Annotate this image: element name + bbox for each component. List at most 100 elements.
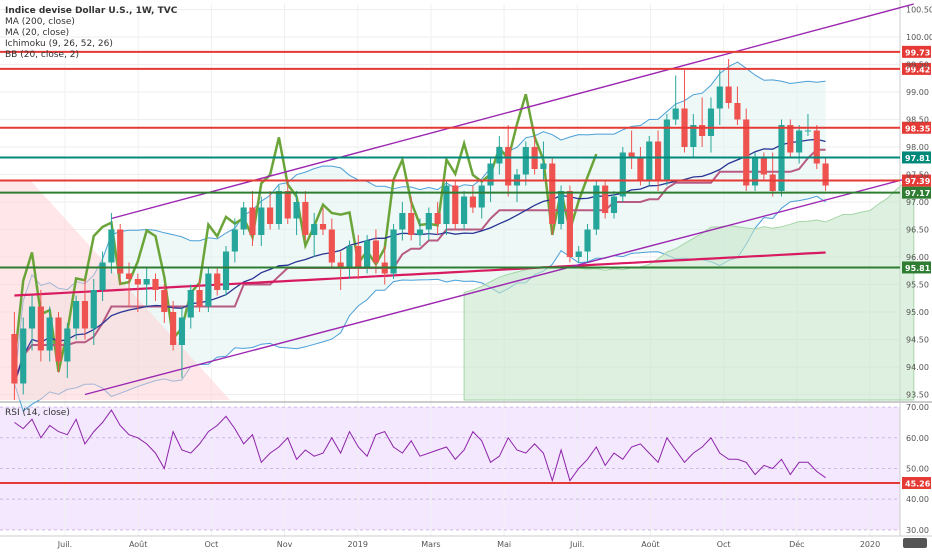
y-tick-label: 100.50 [906,6,932,15]
candle-body [751,158,759,186]
rsi-line [14,409,826,483]
candle-body [804,130,812,132]
y-tick-label: 95.50 [906,281,929,290]
y-tick-label: 95.00 [906,308,929,317]
y-tick-label: 99.00 [906,88,929,97]
y-tick-label: 98.00 [906,143,929,152]
candle-body [540,163,547,169]
candle-body [469,196,476,208]
trend-line-2 [84,173,923,396]
candle-body [593,185,600,230]
candle-body [549,163,556,224]
candle-body [646,141,653,180]
candle-body [663,119,670,180]
legend-title: Indice devise Dollar U.S., 1W, TVC [5,6,178,16]
y-tick-label: 98.50 [906,116,929,125]
candle-body [575,251,582,257]
rsi-tick-label: 50.00 [906,464,929,473]
candle-body [346,246,353,268]
candle-body [222,251,230,290]
level-label: 99.73 [905,48,930,57]
level-label: 97.81 [905,154,931,163]
candle-body [787,125,794,153]
candle-body [487,163,494,186]
x-tick-label: Nov [277,540,293,549]
level-label-bg [902,45,931,58]
x-tick-label: Août [129,540,147,549]
trend-line-1 [111,3,914,220]
x-tick-label: Juil. [569,540,584,549]
candle-body [99,262,106,290]
level-label: 97.17 [905,189,930,198]
candle-body [134,279,141,285]
candle-body [796,130,803,153]
candle-body [416,229,424,235]
y-tick-label: 100.00 [906,33,932,42]
candle-body [461,196,468,224]
x-tick-label: Mars [421,540,440,549]
rsi-level-label: 45.26 [905,480,931,489]
x-tick-label: Oct [717,540,731,549]
candle-body [699,125,706,136]
level-label: 95.81 [905,264,931,273]
level-label-bg [902,186,931,199]
candle-body [654,141,662,180]
candle-body [628,152,635,158]
candle-body [434,213,441,224]
candle-body [178,317,186,345]
y-tick-label: 99.50 [906,61,929,70]
y-tick-label: 93.50 [906,391,929,400]
candle-body [443,185,450,224]
candle-body [690,125,697,147]
legend-item-ma20: MA (20, close) [5,28,70,38]
candle-body [399,213,406,230]
candle-body [584,229,591,252]
candle-body [522,147,529,175]
candle-body [249,207,256,235]
candle-body [81,301,89,329]
candle-body [293,202,300,219]
candle-body [267,207,274,224]
candle-body [143,279,150,285]
x-tick-label: Oct [204,540,218,549]
y-tick-label: 97.00 [906,198,929,207]
candle-body [390,229,397,274]
level-label-bg [902,121,931,134]
x-tick-label: Déc [789,539,804,549]
level-label: 98.35 [905,124,931,133]
candle-body [284,191,291,219]
candle-body [478,185,485,208]
level-label-bg [902,261,931,274]
candle-body [707,108,715,136]
bollinger-upper-line [13,61,826,384]
chart-legend: Indice devise Dollar U.S., 1W, TVC MA (2… [5,6,177,61]
candle-body [725,86,732,103]
candle-body [734,103,741,120]
x-tick-label: Août [641,540,659,549]
legend-item-bb: BB (20, close, 2) [5,50,80,60]
candle-body [302,202,309,235]
y-tick-label: 97.50 [906,171,929,180]
candle-body [161,290,168,312]
x-tick-label: Juil. [57,540,72,549]
candle-body [73,301,80,329]
candle-body [46,317,53,351]
legend-item-ma200: MA (200, close) [5,17,75,27]
level-label-bg [902,62,931,75]
candle-body [408,213,415,235]
candle-body [505,147,512,186]
candle-body [311,224,318,235]
candle-body [125,273,133,279]
rsi-tick-label: 40.00 [906,495,929,504]
rsi-level-label-bg [902,477,931,490]
legend-item-ichimoku: Ichimoku (9, 26, 52, 26) [5,39,113,49]
level-label-bg [902,151,931,164]
candle-body [328,229,335,263]
candle-body [275,191,283,224]
x-tick-label: Mai [497,540,511,549]
candle-body [602,185,609,213]
candle-body [64,328,71,362]
candle-body [760,158,767,175]
x-tick-label: 2020 [860,540,880,549]
